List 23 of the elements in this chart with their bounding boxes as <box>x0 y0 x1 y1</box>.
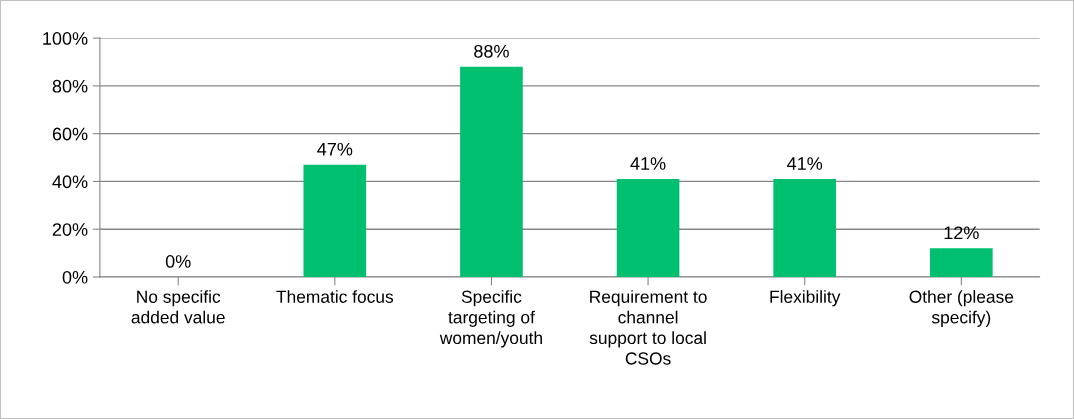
data-label: 47% <box>317 142 353 156</box>
x-tick-label: Flexibility <box>770 290 841 307</box>
x-tick-label: Thematic focus <box>276 290 394 303</box>
bar <box>303 164 367 277</box>
bar <box>616 179 680 277</box>
y-tick-label: 60% <box>52 127 88 141</box>
y-tick-label: 80% <box>52 79 88 93</box>
data-label: 88% <box>474 44 509 58</box>
x-tick-label: No specific added value <box>131 290 225 324</box>
data-label: 41% <box>787 157 823 170</box>
data-label: 12% <box>944 226 979 240</box>
bar <box>929 248 993 277</box>
x-tick-label: Requirement to channel support to local CSOs <box>589 290 707 365</box>
data-label: 41% <box>630 157 666 170</box>
y-tick-label: 20% <box>52 223 88 236</box>
y-tick-label: 40% <box>52 175 88 189</box>
y-tick-label: 100% <box>43 32 88 45</box>
bar <box>773 179 837 277</box>
data-label: 0% <box>165 255 191 268</box>
bar <box>460 66 523 277</box>
x-tick-label: Other (please specify) <box>909 290 1014 327</box>
x-tick-label: Specific targeting of women/youth <box>439 290 542 348</box>
y-tick-label: 0% <box>62 270 88 284</box>
